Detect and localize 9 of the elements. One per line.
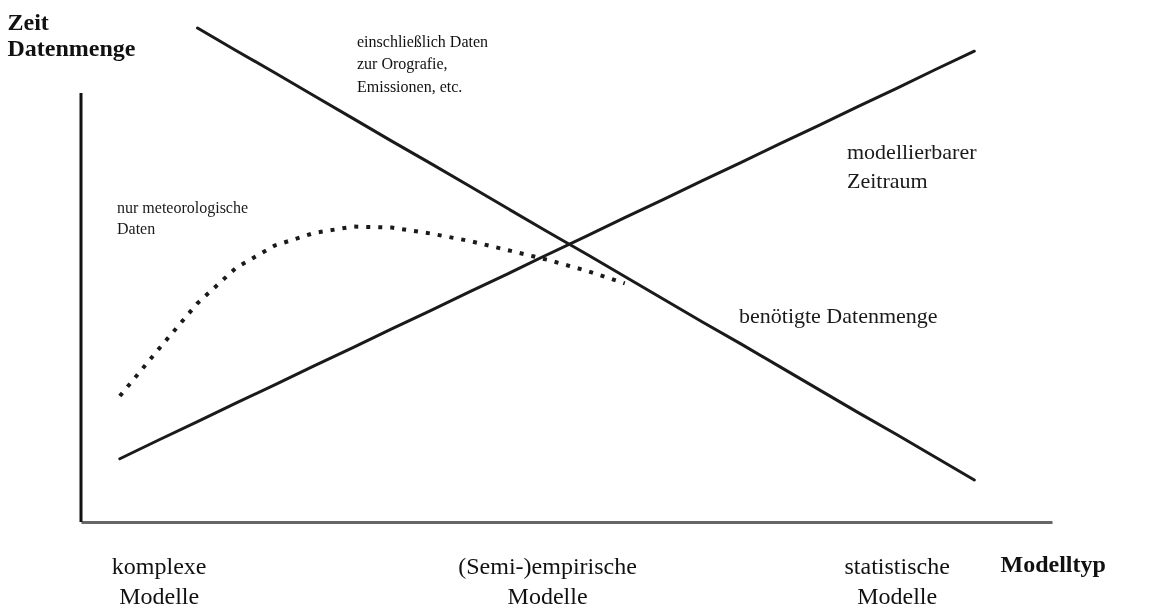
x-tick-label: statistische Modelle [844, 552, 950, 608]
y-axis-title: Zeit Datenmenge [7, 8, 136, 61]
x-tick-label: komplexe Modelle [111, 552, 207, 608]
series-label: modellierbarer Zeitraum [847, 139, 978, 193]
annotation: einschließlich Daten zur Orografie, Emissionen, etc. [357, 33, 489, 95]
series-label: nur meteorologische Daten [117, 199, 249, 237]
series-label: benötigte Datenmenge [739, 303, 938, 328]
x-tick-label: (Semi-)empirische Modelle [458, 552, 637, 608]
x-axis-title: Modelltyp [1000, 550, 1106, 577]
